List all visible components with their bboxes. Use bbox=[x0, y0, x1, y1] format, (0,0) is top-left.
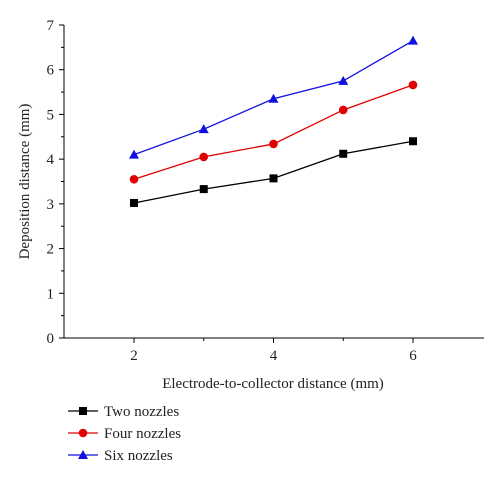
legend-marker-two-nozzles bbox=[79, 407, 87, 415]
data-point bbox=[199, 185, 208, 194]
y-tick-label: 2 bbox=[47, 242, 55, 258]
data-point bbox=[339, 149, 348, 158]
series-two-nozzles bbox=[130, 137, 417, 207]
data-point bbox=[130, 198, 138, 207]
data-point bbox=[338, 105, 348, 115]
y-tick-label: 6 bbox=[47, 63, 55, 79]
y-tick-label: 0 bbox=[47, 331, 55, 347]
data-point bbox=[268, 93, 279, 103]
data-point bbox=[269, 139, 278, 149]
data-point bbox=[129, 149, 139, 159]
data-point bbox=[408, 80, 418, 90]
series-layer bbox=[129, 35, 418, 207]
x-tick-labels: 2 4 6 bbox=[130, 348, 417, 364]
data-point bbox=[129, 174, 139, 184]
legend-label-six-nozzles: Six nozzles bbox=[104, 448, 173, 464]
x-tick-label: 2 bbox=[130, 348, 138, 364]
data-point bbox=[409, 137, 417, 146]
legend-item-four-nozzles: Four nozzles bbox=[68, 426, 181, 442]
x-tick-label: 6 bbox=[409, 348, 417, 364]
legend-item-two-nozzles: Two nozzles bbox=[68, 404, 179, 420]
legend-marker-four-nozzles bbox=[78, 428, 88, 438]
data-point bbox=[198, 124, 209, 134]
y-tick-labels: 0 1 2 3 4 5 6 7 bbox=[47, 18, 55, 347]
axes bbox=[59, 24, 484, 343]
series-line-two-nozzles bbox=[133, 140, 414, 204]
legend-item-six-nozzles: Six nozzles bbox=[68, 448, 173, 464]
y-tick-label: 3 bbox=[47, 197, 55, 213]
y-axis-title: Deposition distance (mm) bbox=[17, 104, 33, 260]
series-six-nozzles bbox=[129, 35, 418, 159]
legend: Two nozzles Four nozzles Six nozzles bbox=[68, 404, 181, 464]
series-four-nozzles bbox=[129, 80, 418, 184]
y-tick-label: 1 bbox=[47, 286, 55, 302]
data-point bbox=[408, 35, 418, 45]
data-point bbox=[199, 152, 209, 162]
data-point bbox=[269, 174, 278, 183]
legend-label-four-nozzles: Four nozzles bbox=[104, 426, 181, 442]
y-tick-label: 7 bbox=[47, 18, 55, 34]
x-axis-title: Electrode-to-collector distance (mm) bbox=[162, 376, 384, 392]
legend-marker-six-nozzles bbox=[78, 450, 88, 459]
data-point bbox=[338, 75, 349, 85]
x-tick-label: 4 bbox=[270, 348, 278, 364]
legend-label-two-nozzles: Two nozzles bbox=[104, 404, 179, 420]
y-tick-label: 5 bbox=[47, 107, 55, 123]
y-tick-label: 4 bbox=[47, 152, 55, 168]
